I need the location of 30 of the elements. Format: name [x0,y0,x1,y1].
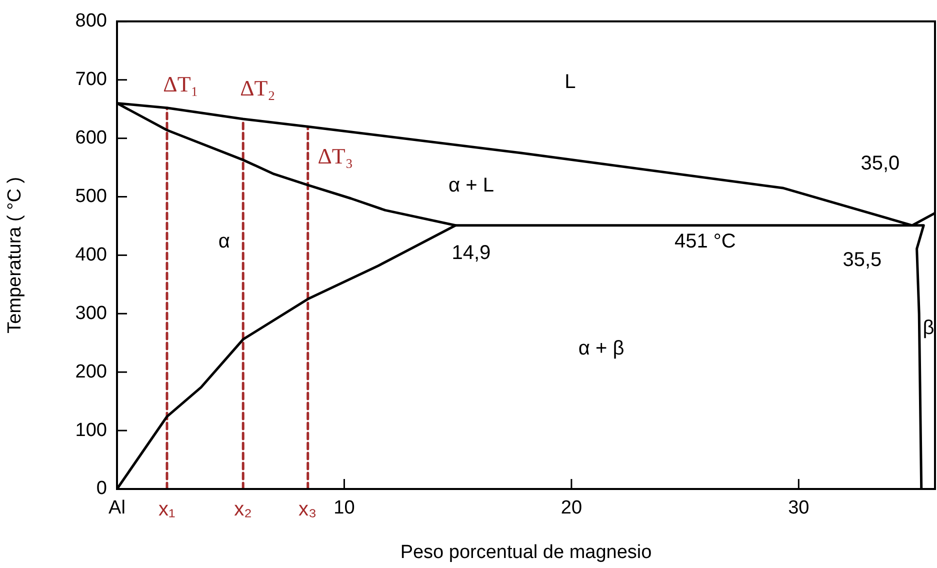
annotation: ΔT₁ [163,72,198,97]
annotation: β [922,317,934,340]
y-tick-label: 700 [75,69,107,90]
text: x₂ [234,498,252,521]
x-tick-label: 10 [334,498,355,519]
annotation: 35,5 [842,248,882,271]
y-axis-title: Temperatura ( °C ) [4,176,26,334]
x-tick-label: 30 [788,498,810,519]
text: x₁ [158,498,176,521]
annotation: ΔT₂ [240,75,276,100]
x-tick-label: 20 [560,498,582,519]
y-tick-label: 800 [75,10,107,32]
y-tick-label: 500 [75,186,107,207]
y-tick-label: 0 [96,478,107,500]
annotation: 14,9 [452,242,491,264]
text: x₃ [298,498,317,521]
annotation: 35,0 [860,152,900,175]
annotation: α + L [448,174,494,197]
y-tick-label: 600 [75,128,107,149]
x-tick-label: Al [108,498,126,519]
y-tick-label: 200 [75,361,107,382]
y-tick-label: 300 [75,302,107,324]
x-axis-title: Peso porcentual de magnesio [400,542,652,563]
annotation: L [564,71,576,94]
annotation: α + β [578,338,624,360]
annotation: α [218,230,230,253]
annotation: 451 °C [674,230,736,253]
annotation: ΔT₃ [318,144,354,169]
y-tick-label: 400 [75,244,107,266]
y-tick-label: 100 [75,420,107,441]
